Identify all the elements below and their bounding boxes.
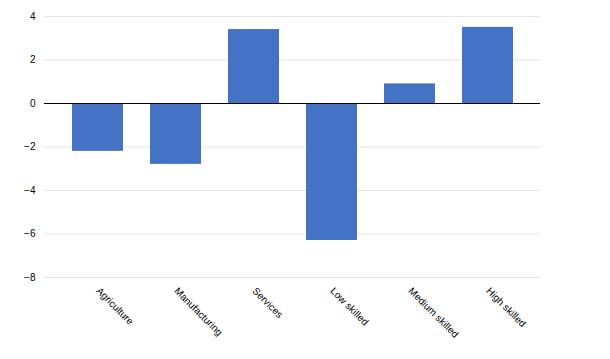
svg-text:Agriculture: Agriculture (94, 285, 136, 327)
svg-text:4: 4 (30, 11, 36, 22)
svg-text:−2: −2 (24, 141, 36, 152)
svg-text:Services: Services (250, 285, 285, 320)
svg-text:−4: −4 (24, 185, 36, 196)
svg-text:Manufacturing: Manufacturing (172, 285, 225, 338)
svg-text:Low skilled: Low skilled (328, 285, 370, 327)
svg-text:−6: −6 (24, 228, 36, 239)
svg-text:2: 2 (30, 54, 36, 65)
svg-text:−8: −8 (24, 272, 36, 283)
svg-text:Medium skilled: Medium skilled (406, 285, 461, 340)
svg-text:High skilled: High skilled (484, 285, 528, 329)
svg-text:0: 0 (30, 98, 36, 109)
